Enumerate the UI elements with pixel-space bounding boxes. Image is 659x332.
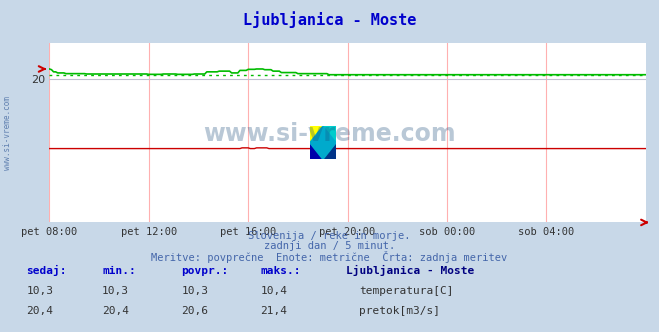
Text: 20,6: 20,6	[181, 306, 208, 316]
Text: pretok[m3/s]: pretok[m3/s]	[359, 306, 440, 316]
Text: 21,4: 21,4	[260, 306, 287, 316]
Polygon shape	[310, 143, 323, 159]
Text: povpr.:: povpr.:	[181, 266, 229, 276]
Text: 10,4: 10,4	[260, 286, 287, 296]
Text: 20,4: 20,4	[102, 306, 129, 316]
Text: Ljubljanica - Moste: Ljubljanica - Moste	[243, 12, 416, 29]
Text: www.si-vreme.com: www.si-vreme.com	[203, 123, 456, 146]
Text: Ljubljanica - Moste: Ljubljanica - Moste	[346, 265, 474, 276]
Polygon shape	[310, 126, 336, 159]
Text: 10,3: 10,3	[181, 286, 208, 296]
Text: 10,3: 10,3	[102, 286, 129, 296]
Text: maks.:: maks.:	[260, 266, 301, 276]
Text: 20,4: 20,4	[26, 306, 53, 316]
Polygon shape	[310, 126, 323, 143]
Text: temperatura[C]: temperatura[C]	[359, 286, 453, 296]
Polygon shape	[323, 143, 336, 159]
Polygon shape	[323, 126, 336, 143]
Text: www.si-vreme.com: www.si-vreme.com	[3, 96, 13, 170]
Text: 10,3: 10,3	[26, 286, 53, 296]
Text: zadnji dan / 5 minut.: zadnji dan / 5 minut.	[264, 241, 395, 251]
Text: Slovenija / reke in morje.: Slovenija / reke in morje.	[248, 231, 411, 241]
Text: sedaj:: sedaj:	[26, 265, 67, 276]
Text: min.:: min.:	[102, 266, 136, 276]
Text: Meritve: povprečne  Enote: metrične  Črta: zadnja meritev: Meritve: povprečne Enote: metrične Črta:…	[152, 251, 507, 263]
